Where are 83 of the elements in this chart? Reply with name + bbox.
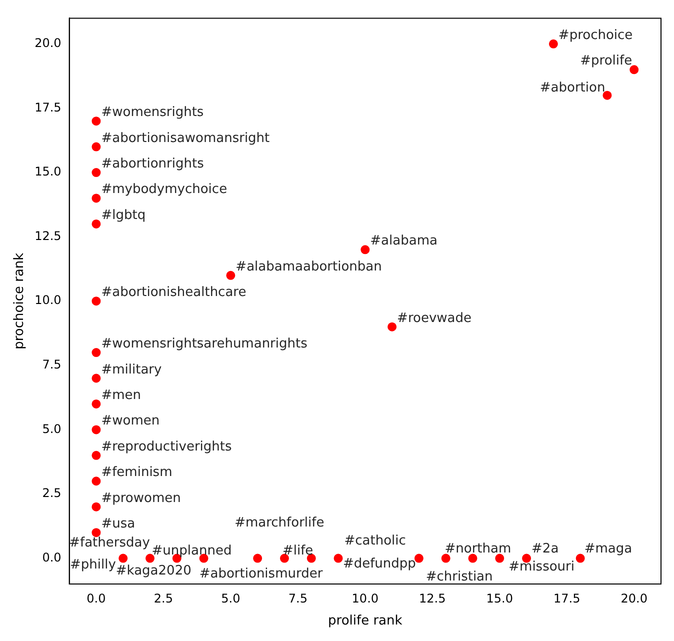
point: [92, 348, 101, 358]
y-tick-label: 17.5: [34, 100, 62, 114]
annotation: #abortionisawomansright: [101, 130, 270, 146]
x-tick-label: 0.0: [86, 591, 106, 606]
annotation: #marchforlife: [234, 515, 324, 530]
point: [576, 554, 585, 563]
x-tick-label: 12.5: [419, 591, 446, 606]
point: [495, 554, 504, 563]
annotation: #roevwade: [397, 310, 472, 326]
annotation: #alabama: [370, 234, 438, 249]
point: [92, 116, 101, 126]
point: [92, 194, 101, 203]
annotation: #2a: [532, 541, 559, 556]
annotation: #maga: [584, 541, 632, 556]
point: [92, 142, 101, 152]
point: [118, 554, 128, 563]
x-tick-label: 15.0: [486, 591, 513, 606]
point: [468, 554, 478, 563]
y-tick-label: 0.0: [42, 550, 62, 564]
annotation: #philly: [70, 557, 116, 572]
point: [602, 90, 612, 100]
annotation: #abortionishealthcare: [101, 285, 246, 300]
annotation: #military: [101, 362, 162, 378]
annotation: #defundpp: [342, 556, 416, 572]
annotation: #womensrightsarehumanrights: [101, 336, 308, 352]
annotation: #mybodymychoice: [101, 182, 228, 198]
annotation: #reproductiverights: [101, 439, 232, 454]
point: [92, 450, 101, 460]
y-tick-label: 15.0: [34, 164, 62, 179]
annotation: #prochoice: [558, 28, 633, 43]
annotation: #men: [101, 388, 142, 403]
annotation: #prolife: [580, 54, 632, 69]
x-tick-label: 10.0: [352, 591, 379, 606]
annotation: #abortionismurder: [199, 566, 324, 582]
annotation: #feminism: [101, 465, 172, 480]
annotation: #kaga2020: [116, 563, 192, 578]
point: [92, 219, 101, 228]
y-axis-title: prochoice rank: [12, 252, 28, 350]
y-tick-label: 12.5: [34, 228, 62, 243]
point: [548, 39, 558, 48]
point: [92, 476, 101, 486]
annotation: #prowomen: [101, 490, 181, 506]
y-tick-label: 10.0: [34, 293, 62, 308]
point: [92, 374, 101, 383]
point: [92, 502, 101, 512]
annotation: #abortionrights: [101, 156, 204, 172]
annotation: #lgbtq: [101, 208, 146, 223]
y-tick-label: 20.0: [34, 36, 62, 50]
y-tick-label: 2.5: [42, 486, 62, 500]
point: [280, 554, 289, 563]
point: [360, 245, 370, 254]
point: [414, 554, 424, 563]
annotation: #christian: [426, 569, 493, 584]
annotation: #life: [282, 543, 314, 558]
point: [226, 270, 236, 280]
point: [92, 296, 101, 306]
point: [334, 554, 343, 563]
annotation: #usa: [101, 516, 136, 532]
annotation: #women: [101, 414, 160, 429]
point: [92, 399, 101, 408]
point: [92, 168, 101, 178]
x-tick-label: 5.0: [221, 591, 240, 606]
annotation: #unplanned: [152, 543, 232, 558]
x-tick-label: 2.5: [154, 591, 173, 606]
point: [92, 425, 101, 434]
x-axis-title: prolife rank: [328, 614, 403, 629]
annotation: #womensrights: [101, 105, 204, 120]
point: [253, 554, 262, 563]
point: [306, 554, 316, 563]
point: [388, 322, 397, 332]
y-tick-label: 5.0: [42, 422, 62, 436]
annotation: #catholic: [344, 533, 406, 548]
point: [441, 554, 450, 563]
x-tick-label: 20.0: [620, 591, 648, 606]
annotation: #northam: [444, 541, 512, 556]
x-tick-label: 17.5: [554, 591, 580, 606]
point: [630, 65, 639, 74]
y-tick-label: 7.5: [42, 358, 62, 372]
annotation: #alabamaabortionban: [236, 259, 382, 274]
annotation: #abortion: [540, 80, 606, 96]
annotation: #fathersday: [69, 535, 150, 550]
annotation: #missouri: [508, 559, 575, 574]
x-tick-label: 7.5: [288, 591, 308, 606]
